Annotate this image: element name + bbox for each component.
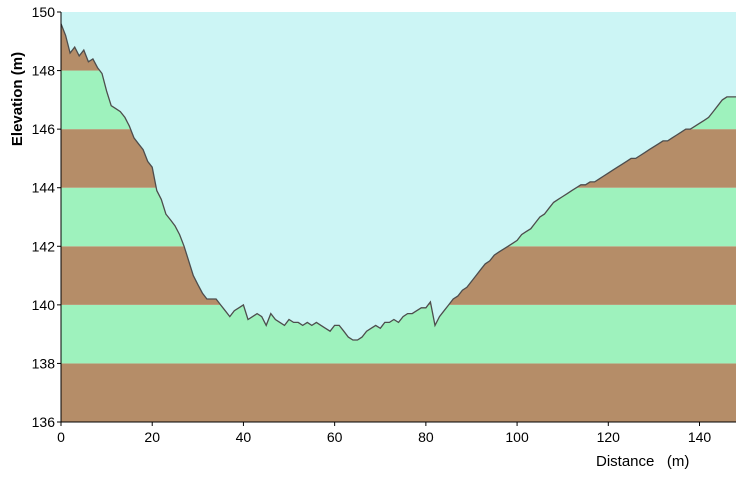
- y-tick-label: 150: [32, 4, 56, 20]
- y-tick-label: 140: [32, 297, 56, 313]
- x-axis-label: Distance (m): [596, 453, 689, 470]
- x-axis-ticks: 0 20 40 60 80 100 120 140: [57, 422, 711, 445]
- x-tick-label: 60: [327, 429, 343, 445]
- sky-fill: [61, 12, 736, 340]
- y-tick-label: 138: [32, 355, 56, 371]
- x-tick-label: 0: [57, 429, 65, 445]
- y-tick-label: 148: [32, 63, 56, 79]
- profile-line: [60, 23, 736, 341]
- y-tick-label: 142: [32, 238, 56, 254]
- x-tick-label: 80: [418, 429, 434, 445]
- y-tick-label: 136: [32, 414, 56, 430]
- y-tick-label: 144: [32, 180, 56, 196]
- y-tick-label: 146: [32, 121, 56, 137]
- y-axis-ticks: 136 138 140 142 144 146 148 150: [32, 4, 61, 430]
- y-axis-label: Elevation (m): [9, 52, 26, 146]
- x-tick-label: 20: [144, 429, 160, 445]
- x-tick-label: 140: [688, 429, 712, 445]
- x-tick-label: 100: [505, 429, 529, 445]
- x-tick-label: 120: [597, 429, 621, 445]
- x-tick-label: 40: [236, 429, 252, 445]
- elevation-band: [61, 363, 736, 422]
